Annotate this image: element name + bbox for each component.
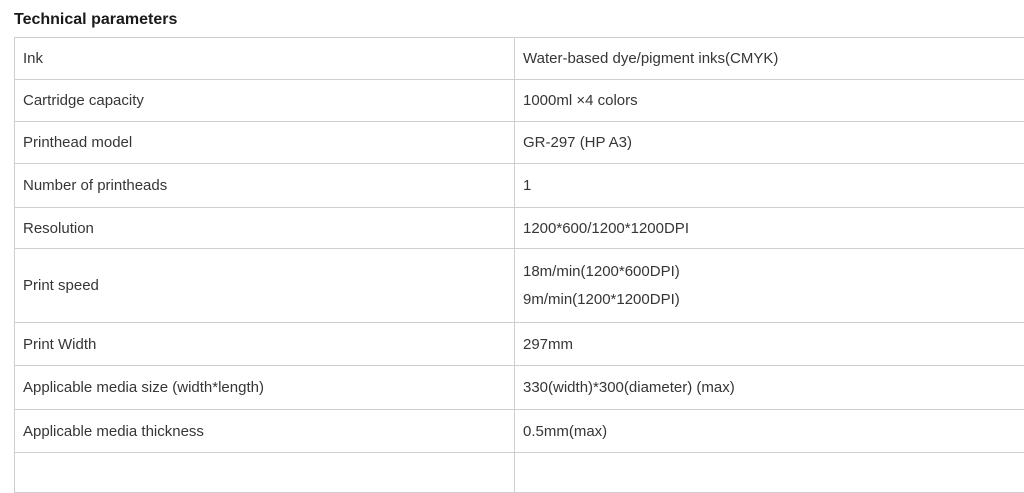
table-row-print-width: Print Width 297mm [15,323,1024,366]
page-title: Technical parameters [14,10,1024,30]
table-row-applicable-media-thickness: Applicable media thickness 0.5mm(max) [15,410,1024,453]
param-name-cell: Applicable media thickness [15,410,515,453]
technical-parameters-table: Ink Water-based dye/pigment inks(CMYK) C… [14,37,1024,493]
param-name-cell: Printhead model [15,122,515,164]
param-name-cell: Print Width [15,323,515,366]
param-name-cell: Ink [15,38,515,80]
print-speed-line-2: 9m/min(1200*1200DPI) [523,286,1024,314]
param-name-cell: Print speed [15,249,515,323]
table-row-printhead-model: Printhead model GR-297 (HP A3) [15,122,1024,164]
param-value-cell: 1200*600/1200*1200DPI [515,208,1024,249]
param-value-cell: Water-based dye/pigment inks(CMYK) [515,38,1024,80]
table-row-resolution: Resolution 1200*600/1200*1200DPI [15,208,1024,249]
param-value-cell: GR-297 (HP A3) [515,122,1024,164]
table-row-cartridge-capacity: Cartridge capacity 1000ml ×4 colors [15,80,1024,122]
param-name-cell: Number of printheads [15,164,515,208]
param-name-cell: Applicable media size (width*length) [15,366,515,410]
param-value-cell: 1000ml ×4 colors [515,80,1024,122]
table-row-number-of-printheads: Number of printheads 1 [15,164,1024,208]
param-name-cell: Resolution [15,208,515,249]
table-row-print-speed: Print speed 18m/min(1200*600DPI) 9m/min(… [15,249,1024,323]
param-value-cell: 1 [515,164,1024,208]
param-value-cell: 0.5mm(max) [515,410,1024,453]
print-speed-line-1: 18m/min(1200*600DPI) [523,258,1024,286]
param-value-cell: 330(width)*300(diameter) (max) [515,366,1024,410]
param-value-cell: 18m/min(1200*600DPI) 9m/min(1200*1200DPI… [515,249,1024,323]
table-row-ink: Ink Water-based dye/pigment inks(CMYK) [15,38,1024,80]
table-row-applicable-media-size: Applicable media size (width*length) 330… [15,366,1024,410]
param-value-cell: 297mm [515,323,1024,366]
param-name-cell: Cartridge capacity [15,80,515,122]
page: { "title": "Technical parameters", "colo… [0,10,1024,469]
